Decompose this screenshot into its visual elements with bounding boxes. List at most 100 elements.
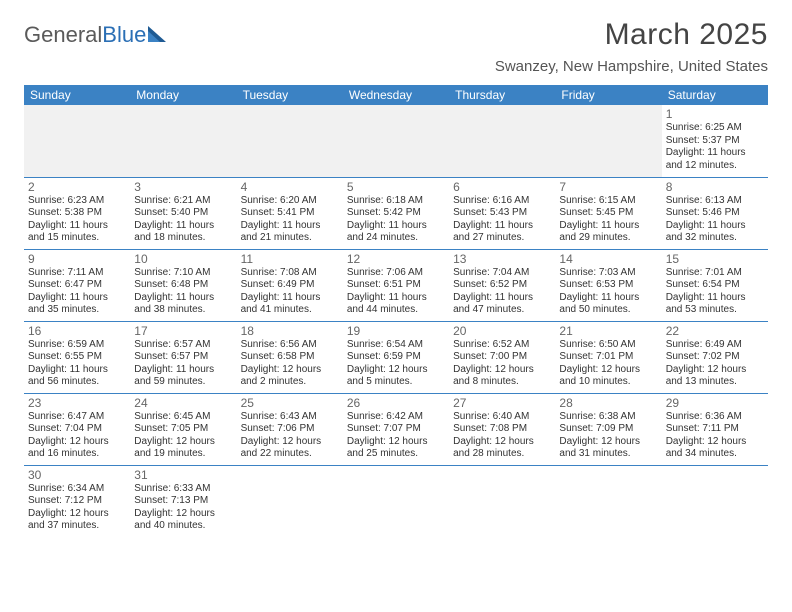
weekday-header: Wednesday bbox=[343, 85, 449, 105]
sunset-line: Sunset: 7:01 PM bbox=[559, 351, 657, 364]
sunset-line: Sunset: 6:48 PM bbox=[134, 279, 232, 292]
daylight-line: Daylight: 11 hours and 47 minutes. bbox=[453, 292, 551, 317]
day-number: 17 bbox=[134, 322, 232, 339]
day-number: 18 bbox=[241, 322, 339, 339]
day-details: Sunrise: 6:42 AMSunset: 7:07 PMDaylight:… bbox=[347, 411, 445, 461]
calendar-body: 1Sunrise: 6:25 AMSunset: 5:37 PMDaylight… bbox=[24, 105, 768, 537]
calendar-page: GeneralBlue March 2025 Swanzey, New Hamp… bbox=[0, 0, 792, 537]
calendar-cell: 20Sunrise: 6:52 AMSunset: 7:00 PMDayligh… bbox=[449, 321, 555, 393]
daylight-line: Daylight: 12 hours and 34 minutes. bbox=[666, 436, 764, 461]
calendar-cell-blank bbox=[555, 465, 661, 537]
calendar-cell: 4Sunrise: 6:20 AMSunset: 5:41 PMDaylight… bbox=[237, 177, 343, 249]
sunset-line: Sunset: 6:54 PM bbox=[666, 279, 764, 292]
sunset-line: Sunset: 7:07 PM bbox=[347, 423, 445, 436]
weekday-header: Saturday bbox=[662, 85, 768, 105]
daylight-line: Daylight: 12 hours and 31 minutes. bbox=[559, 436, 657, 461]
sunset-line: Sunset: 5:40 PM bbox=[134, 207, 232, 220]
daylight-line: Daylight: 11 hours and 27 minutes. bbox=[453, 220, 551, 245]
brand-part2: Blue bbox=[102, 22, 146, 48]
sunrise-line: Sunrise: 7:01 AM bbox=[666, 267, 764, 280]
day-number: 1 bbox=[666, 105, 764, 122]
day-details: Sunrise: 7:04 AMSunset: 6:52 PMDaylight:… bbox=[453, 267, 551, 317]
day-details: Sunrise: 6:15 AMSunset: 5:45 PMDaylight:… bbox=[559, 195, 657, 245]
sunrise-line: Sunrise: 7:10 AM bbox=[134, 267, 232, 280]
calendar-cell: 30Sunrise: 6:34 AMSunset: 7:12 PMDayligh… bbox=[24, 465, 130, 537]
daylight-line: Daylight: 12 hours and 5 minutes. bbox=[347, 364, 445, 389]
daylight-line: Daylight: 11 hours and 53 minutes. bbox=[666, 292, 764, 317]
calendar-cell: 27Sunrise: 6:40 AMSunset: 7:08 PMDayligh… bbox=[449, 393, 555, 465]
calendar-cell: 29Sunrise: 6:36 AMSunset: 7:11 PMDayligh… bbox=[662, 393, 768, 465]
daylight-line: Daylight: 12 hours and 28 minutes. bbox=[453, 436, 551, 461]
calendar-cell: 31Sunrise: 6:33 AMSunset: 7:13 PMDayligh… bbox=[130, 465, 236, 537]
sunset-line: Sunset: 6:47 PM bbox=[28, 279, 126, 292]
sunset-line: Sunset: 7:08 PM bbox=[453, 423, 551, 436]
day-number: 4 bbox=[241, 178, 339, 195]
day-number: 8 bbox=[666, 178, 764, 195]
sunset-line: Sunset: 6:49 PM bbox=[241, 279, 339, 292]
daylight-line: Daylight: 12 hours and 8 minutes. bbox=[453, 364, 551, 389]
daylight-line: Daylight: 11 hours and 35 minutes. bbox=[28, 292, 126, 317]
sunset-line: Sunset: 7:06 PM bbox=[241, 423, 339, 436]
day-number: 20 bbox=[453, 322, 551, 339]
calendar-cell: 22Sunrise: 6:49 AMSunset: 7:02 PMDayligh… bbox=[662, 321, 768, 393]
calendar-cell: 8Sunrise: 6:13 AMSunset: 5:46 PMDaylight… bbox=[662, 177, 768, 249]
day-number: 31 bbox=[134, 466, 232, 483]
sunset-line: Sunset: 6:51 PM bbox=[347, 279, 445, 292]
day-number: 24 bbox=[134, 394, 232, 411]
calendar-cell: 21Sunrise: 6:50 AMSunset: 7:01 PMDayligh… bbox=[555, 321, 661, 393]
calendar-cell-blank bbox=[555, 105, 661, 177]
day-number: 22 bbox=[666, 322, 764, 339]
weekday-header: Thursday bbox=[449, 85, 555, 105]
day-number: 11 bbox=[241, 250, 339, 267]
day-number: 10 bbox=[134, 250, 232, 267]
calendar-cell-blank bbox=[343, 105, 449, 177]
sunset-line: Sunset: 5:41 PM bbox=[241, 207, 339, 220]
sunrise-line: Sunrise: 6:25 AM bbox=[666, 122, 764, 135]
brand-logo: GeneralBlue bbox=[24, 22, 166, 48]
calendar-table: SundayMondayTuesdayWednesdayThursdayFrid… bbox=[24, 85, 768, 537]
sunset-line: Sunset: 7:05 PM bbox=[134, 423, 232, 436]
location-text: Swanzey, New Hampshire, United States bbox=[495, 58, 768, 75]
day-details: Sunrise: 7:08 AMSunset: 6:49 PMDaylight:… bbox=[241, 267, 339, 317]
daylight-line: Daylight: 12 hours and 22 minutes. bbox=[241, 436, 339, 461]
daylight-line: Daylight: 11 hours and 56 minutes. bbox=[28, 364, 126, 389]
day-details: Sunrise: 7:10 AMSunset: 6:48 PMDaylight:… bbox=[134, 267, 232, 317]
sunrise-line: Sunrise: 7:04 AM bbox=[453, 267, 551, 280]
daylight-line: Daylight: 11 hours and 21 minutes. bbox=[241, 220, 339, 245]
sunset-line: Sunset: 5:45 PM bbox=[559, 207, 657, 220]
daylight-line: Daylight: 11 hours and 15 minutes. bbox=[28, 220, 126, 245]
daylight-line: Daylight: 11 hours and 44 minutes. bbox=[347, 292, 445, 317]
sunrise-line: Sunrise: 6:59 AM bbox=[28, 339, 126, 352]
sunrise-line: Sunrise: 7:11 AM bbox=[28, 267, 126, 280]
sunrise-line: Sunrise: 6:18 AM bbox=[347, 195, 445, 208]
weekday-header: Monday bbox=[130, 85, 236, 105]
sunset-line: Sunset: 7:09 PM bbox=[559, 423, 657, 436]
daylight-line: Daylight: 12 hours and 2 minutes. bbox=[241, 364, 339, 389]
calendar-cell: 19Sunrise: 6:54 AMSunset: 6:59 PMDayligh… bbox=[343, 321, 449, 393]
day-details: Sunrise: 6:45 AMSunset: 7:05 PMDaylight:… bbox=[134, 411, 232, 461]
calendar-cell: 2Sunrise: 6:23 AMSunset: 5:38 PMDaylight… bbox=[24, 177, 130, 249]
sunrise-line: Sunrise: 6:54 AM bbox=[347, 339, 445, 352]
day-details: Sunrise: 6:50 AMSunset: 7:01 PMDaylight:… bbox=[559, 339, 657, 389]
sunset-line: Sunset: 6:55 PM bbox=[28, 351, 126, 364]
sunrise-line: Sunrise: 6:43 AM bbox=[241, 411, 339, 424]
sunset-line: Sunset: 5:42 PM bbox=[347, 207, 445, 220]
day-details: Sunrise: 6:13 AMSunset: 5:46 PMDaylight:… bbox=[666, 195, 764, 245]
sunset-line: Sunset: 6:53 PM bbox=[559, 279, 657, 292]
day-number: 12 bbox=[347, 250, 445, 267]
day-details: Sunrise: 6:34 AMSunset: 7:12 PMDaylight:… bbox=[28, 483, 126, 533]
daylight-line: Daylight: 12 hours and 10 minutes. bbox=[559, 364, 657, 389]
day-details: Sunrise: 6:56 AMSunset: 6:58 PMDaylight:… bbox=[241, 339, 339, 389]
day-number: 30 bbox=[28, 466, 126, 483]
sunrise-line: Sunrise: 6:33 AM bbox=[134, 483, 232, 496]
sunrise-line: Sunrise: 6:56 AM bbox=[241, 339, 339, 352]
calendar-cell-blank bbox=[449, 105, 555, 177]
daylight-line: Daylight: 12 hours and 16 minutes. bbox=[28, 436, 126, 461]
daylight-line: Daylight: 11 hours and 59 minutes. bbox=[134, 364, 232, 389]
day-details: Sunrise: 7:01 AMSunset: 6:54 PMDaylight:… bbox=[666, 267, 764, 317]
sunset-line: Sunset: 6:58 PM bbox=[241, 351, 339, 364]
calendar-cell: 17Sunrise: 6:57 AMSunset: 6:57 PMDayligh… bbox=[130, 321, 236, 393]
day-number: 27 bbox=[453, 394, 551, 411]
daylight-line: Daylight: 11 hours and 41 minutes. bbox=[241, 292, 339, 317]
calendar-cell-blank bbox=[237, 465, 343, 537]
